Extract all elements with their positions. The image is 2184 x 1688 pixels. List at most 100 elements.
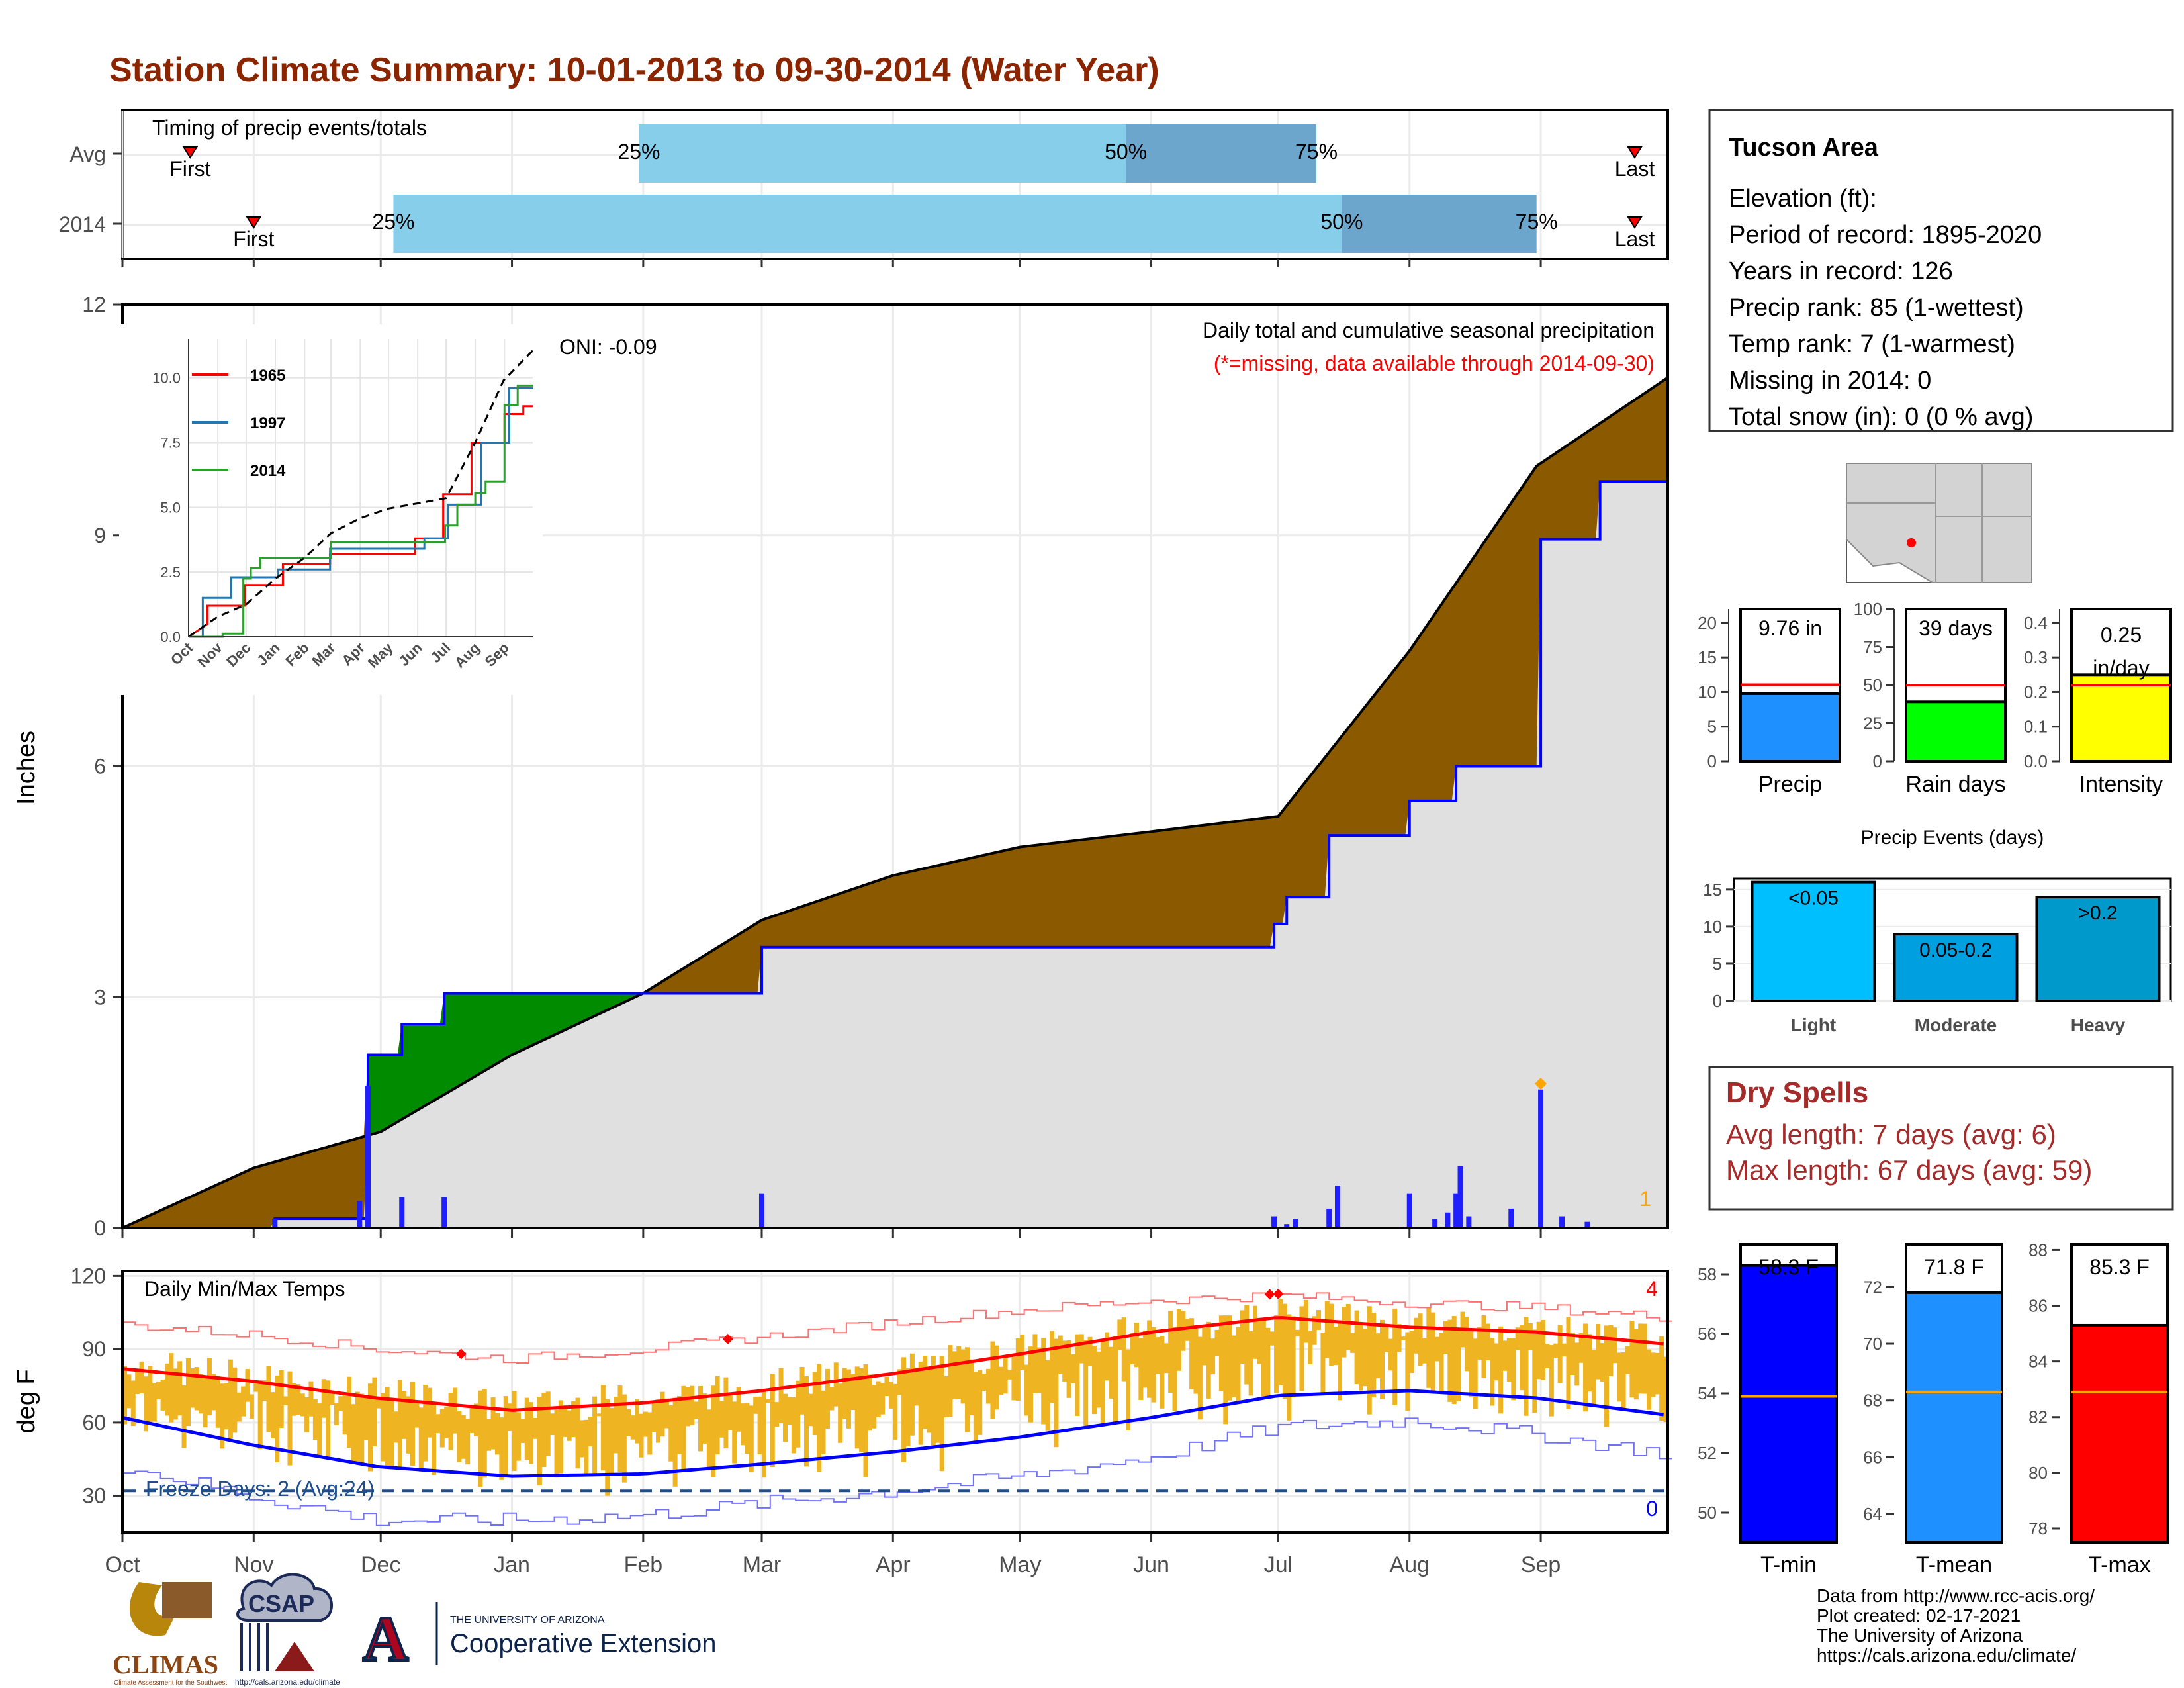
daily-temp-bar <box>1536 1321 1541 1380</box>
daily-temp-bar <box>228 1359 233 1439</box>
month-label: Sep <box>1521 1552 1561 1577</box>
summary-bar-intensity <box>2070 673 2172 763</box>
month-label: Jun <box>1133 1552 1169 1577</box>
daily-temp-bar <box>185 1358 191 1427</box>
daily-temp-bar <box>296 1384 301 1415</box>
daily-temp-bar <box>621 1394 627 1483</box>
summary-ytick-label: 5 <box>1707 717 1717 737</box>
daily-temp-bar <box>1291 1316 1296 1397</box>
daily-temp-bar <box>347 1376 352 1448</box>
first-event-marker-icon <box>182 146 199 159</box>
daily-temp-bar <box>1197 1336 1203 1420</box>
daily-temp-bar <box>1308 1331 1313 1364</box>
precip-event-bar-light <box>1751 880 1876 1003</box>
precip-ytick-label: 12 <box>82 293 106 316</box>
record-high-count: 4 <box>1646 1277 1658 1301</box>
daily-temp-bar <box>321 1379 326 1418</box>
avg-min-line <box>122 1389 1664 1478</box>
daily-temp-bar <box>435 1414 441 1434</box>
daily-temp-bar <box>1621 1352 1626 1411</box>
daily-temp-bar <box>1400 1336 1406 1340</box>
daily-temp-bar <box>203 1376 208 1428</box>
daily-temp-bar <box>541 1392 547 1468</box>
daily-temp-bar <box>829 1387 835 1411</box>
daily-temp-bar <box>1253 1305 1258 1359</box>
precip-ytick-label: 3 <box>94 985 106 1009</box>
oni-label: ONI: -0.09 <box>559 335 657 359</box>
csap-cloud-icon <box>236 1573 333 1622</box>
daily-temp-bar <box>808 1393 813 1427</box>
daily-temp-bar <box>1032 1334 1038 1393</box>
daily-temp-bar <box>909 1353 915 1436</box>
ua-logo: A THE UNIVERSITY OF ARIZONA Cooperative … <box>361 1602 716 1675</box>
daily-temp-bar <box>1553 1343 1559 1358</box>
daily-temp-bar <box>956 1346 962 1399</box>
daily-temp-bar <box>1126 1349 1131 1430</box>
month-label: Apr <box>876 1552 911 1577</box>
daily-temp-bar <box>224 1383 229 1430</box>
precip-ytick-label: 0 <box>94 1216 106 1240</box>
daily-temp-bar <box>558 1400 563 1474</box>
daily-temp-bar <box>130 1380 136 1427</box>
daily-temp-bar <box>778 1368 784 1423</box>
daily-temp-bar <box>863 1364 868 1477</box>
station-name: Tucson Area <box>1729 134 1879 162</box>
max-precip-marker-icon <box>1535 1077 1547 1090</box>
station-info-line: Period of record: 1895-2020 <box>1729 221 2042 249</box>
daily-temp-bar <box>859 1368 864 1452</box>
summary-bar-rain-days <box>1905 700 2007 763</box>
daily-temp-bar <box>736 1387 741 1432</box>
inset-legend-label: 2014 <box>250 462 286 480</box>
daily-precip-bar <box>1453 1193 1459 1228</box>
station-location-marker <box>1907 538 1916 547</box>
daily-temp-bar <box>888 1382 893 1409</box>
daily-temp-bar <box>596 1413 602 1417</box>
temp-bar-ytick-label: 68 <box>1863 1391 1882 1411</box>
daily-temp-bar <box>1295 1329 1300 1336</box>
station-info: Tucson Area Elevation (ft): Period of rec… <box>1708 109 2174 432</box>
observed-cumulative-line <box>122 480 1668 1229</box>
daily-temp-bar <box>723 1377 729 1449</box>
daily-temp-bar <box>1587 1334 1592 1392</box>
station-info-line: Precip rank: 85 (1-wettest) <box>1729 294 2024 322</box>
daily-temp-bar <box>876 1381 881 1418</box>
daily-temp-bar <box>880 1383 886 1415</box>
daily-temp-bar <box>1464 1317 1469 1372</box>
daily-temp-bar <box>1087 1336 1093 1366</box>
daily-temp-bar <box>389 1397 394 1467</box>
events-ytick-label: 0 <box>1713 991 1722 1011</box>
daily-temp-bar <box>1151 1327 1156 1403</box>
daily-precip-bar <box>1457 1166 1463 1228</box>
freeze-label: Freeze Days: 2 (Avg:24) <box>146 1477 375 1501</box>
inset-legend-label: 1965 <box>250 367 285 385</box>
csap-mountain-icon <box>275 1642 314 1671</box>
temp-bar-t-min <box>1739 1264 1838 1544</box>
daily-temp-bar <box>1282 1303 1287 1399</box>
daily-temp-bar <box>363 1395 369 1440</box>
daily-temp-bar <box>1608 1325 1614 1376</box>
daily-temp-bar <box>338 1396 343 1411</box>
avg-cumulative-line <box>122 376 1669 1229</box>
daily-temp-bar <box>1481 1315 1486 1378</box>
daily-temp-bar <box>1193 1329 1199 1394</box>
climas-logo-text: CLIMAS <box>113 1650 218 1679</box>
daily-temp-bar <box>791 1397 796 1454</box>
daily-precip-bar <box>1466 1216 1472 1228</box>
daily-temp-bar <box>1134 1323 1139 1368</box>
summary-ytick-label: 0 <box>1707 751 1717 771</box>
daily-temp-bar <box>796 1380 801 1448</box>
daily-temp-bar <box>1392 1308 1398 1405</box>
temp-bar-ytick-label: 72 <box>1863 1277 1882 1297</box>
daily-temp-bar <box>1163 1343 1169 1374</box>
daily-temp-bar <box>854 1366 860 1449</box>
daily-temp-bar <box>537 1396 542 1486</box>
daily-temp-bar <box>194 1367 199 1411</box>
daily-temp-bar <box>799 1366 805 1415</box>
daily-temp-bar <box>1367 1306 1372 1415</box>
daily-temp-bar <box>300 1393 305 1417</box>
daily-temp-bar <box>1269 1331 1275 1346</box>
events-ytick-label: 15 <box>1703 880 1722 900</box>
daily-temp-bar <box>1240 1310 1245 1364</box>
daily-temp-bar <box>1287 1314 1292 1421</box>
daily-temp-bar <box>330 1393 335 1405</box>
